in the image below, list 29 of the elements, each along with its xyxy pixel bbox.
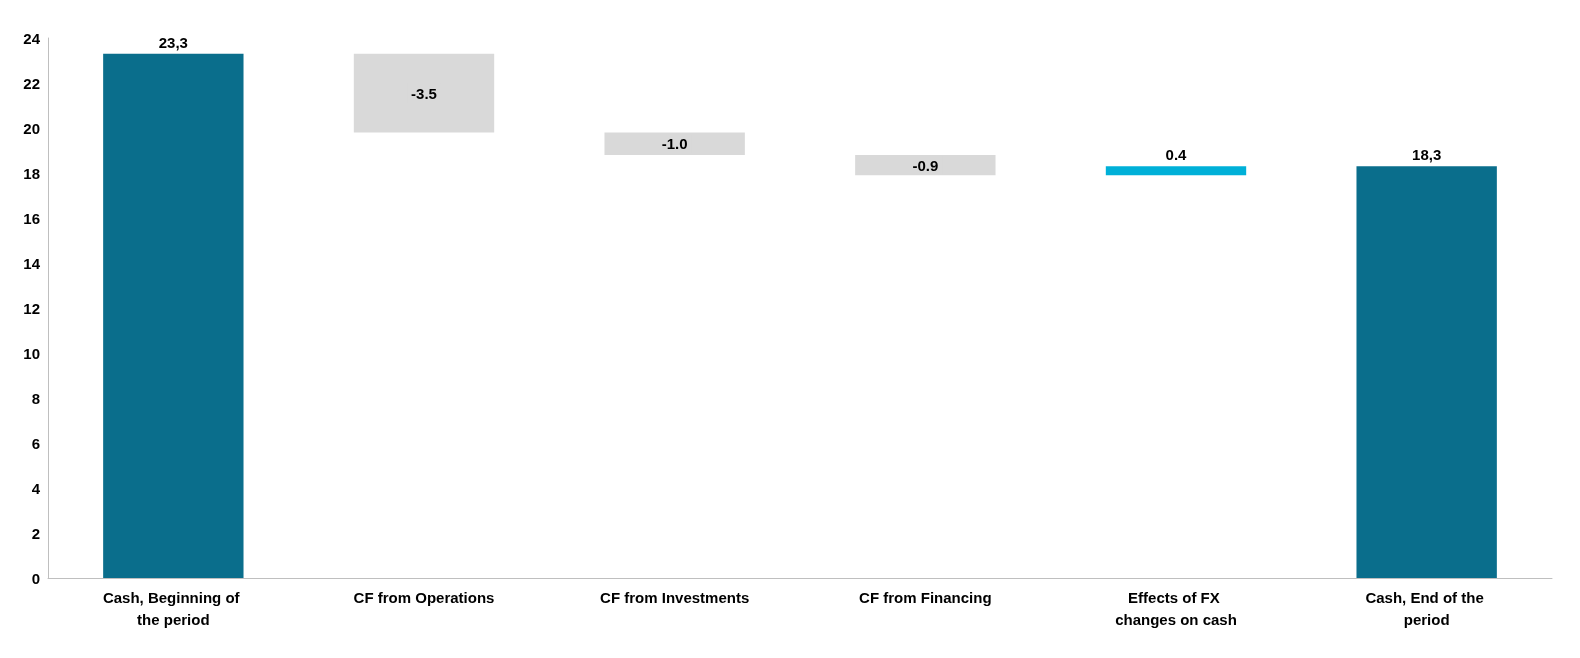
data-label: -3.5 xyxy=(411,84,437,102)
bar xyxy=(1356,166,1497,578)
y-tick-label: 20 xyxy=(23,119,40,137)
y-tick-label: 2 xyxy=(31,524,40,542)
data-label: 18,3 xyxy=(1412,146,1442,164)
x-tick-label: CF from Investments xyxy=(600,588,750,606)
y-tick-label: 12 xyxy=(23,299,40,317)
y-tick-label: 22 xyxy=(23,74,40,92)
x-tick-label: Cash, End of the period xyxy=(1365,588,1488,628)
y-tick-label: 0 xyxy=(31,569,40,587)
bar xyxy=(103,53,244,578)
data-label: -0.9 xyxy=(912,156,939,174)
y-tick-label: 18 xyxy=(23,164,40,182)
y-tick-label: 24 xyxy=(23,29,41,47)
x-tick-label: Effects of FX changes on cash xyxy=(1115,588,1237,628)
x-tick-label: CF from Financing xyxy=(859,588,992,606)
data-label: 23,3 xyxy=(158,33,188,51)
y-tick-label: 10 xyxy=(23,344,40,362)
y-tick-label: 8 xyxy=(31,389,40,407)
y-tick-label: 16 xyxy=(23,209,40,227)
bar xyxy=(1105,166,1247,176)
x-tick-label: Cash, Beginning of the period xyxy=(102,588,244,628)
bar xyxy=(353,53,495,133)
data-label: 0.4 xyxy=(1165,146,1188,164)
data-label: -1.0 xyxy=(661,135,688,153)
y-tick-label: 4 xyxy=(31,479,41,497)
x-tick-label: CF from Operations xyxy=(353,588,495,606)
y-tick-label: 14 xyxy=(23,254,41,272)
y-tick-label: 6 xyxy=(31,434,40,452)
